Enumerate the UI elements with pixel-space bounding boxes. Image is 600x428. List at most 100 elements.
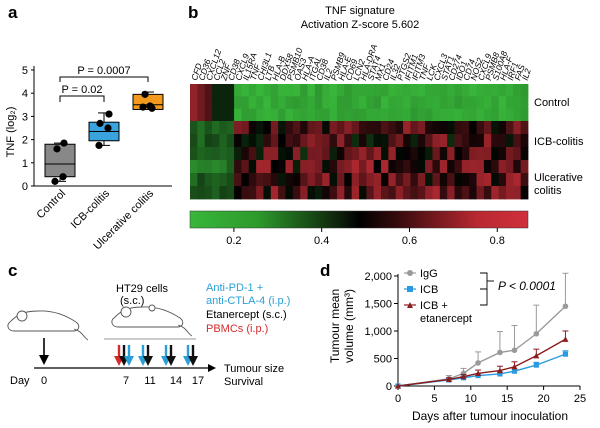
- heatmap-cell: [278, 173, 286, 187]
- heatmap-cell: [388, 186, 397, 200]
- heatmap-cell: [292, 147, 301, 161]
- heatmap-cell: [248, 147, 257, 161]
- heatmap-cell: [226, 134, 235, 148]
- panel-a-category: Control: [35, 188, 69, 222]
- heatmap-cell: [381, 186, 389, 200]
- heatmap-cell: [483, 186, 492, 200]
- heatmap-cell: [454, 108, 463, 122]
- heatmap-cell: [329, 121, 338, 135]
- panel-d-ytick-label: 2,000: [364, 271, 392, 283]
- heatmap-cell: [417, 186, 426, 200]
- heatmap-cell: [197, 108, 206, 122]
- heatmap-cell: [219, 84, 228, 97]
- heatmap-cell: [263, 160, 272, 174]
- heatmap-cell: [344, 147, 353, 161]
- heatmap-cell: [366, 147, 375, 161]
- panel-d-xtick-label: 15: [501, 393, 513, 405]
- heatmap-cell: [226, 96, 235, 110]
- heatmap-cell: [520, 134, 529, 148]
- heatmap-cell: [513, 121, 522, 135]
- heatmap-cell: [212, 147, 220, 161]
- mouse-label-line2: (s.c.): [120, 295, 144, 307]
- heatmap-cell: [285, 84, 294, 97]
- heatmap-cell: [190, 96, 198, 110]
- heatmap-cell: [234, 121, 242, 135]
- heatmap-cell: [241, 121, 250, 135]
- heatmap-cell: [513, 147, 522, 161]
- heatmap-cell: [395, 96, 404, 110]
- heatmap-cell: [483, 173, 492, 187]
- series-point-0: [497, 349, 503, 356]
- panel-d-letter: d: [320, 261, 330, 280]
- heatmap-cell: [270, 96, 279, 110]
- heatmap-cell: [336, 147, 345, 161]
- heatmap-cell: [285, 173, 294, 187]
- heatmap-cell: [204, 186, 213, 200]
- heatmap-cell: [388, 96, 397, 110]
- heatmap-cell: [505, 108, 514, 122]
- panel-a-yticks: 0 1 2 3 4 5: [22, 65, 34, 193]
- heatmap-cell: [359, 160, 367, 174]
- heatmap-cell: [336, 108, 345, 122]
- heatmap-cell: [381, 121, 389, 135]
- heatmap-cell: [270, 84, 279, 97]
- heatmap-cell: [263, 108, 272, 122]
- heatmap-cell: [329, 84, 338, 97]
- heatmap-cell: [403, 84, 411, 97]
- legend-icb-eta-marker: [407, 302, 413, 308]
- heatmap-cell: [278, 186, 286, 200]
- heatmap-cell: [248, 186, 257, 200]
- heatmap-cell: [454, 186, 463, 200]
- heatmap-cell: [447, 173, 455, 187]
- heatmap-cell: [381, 160, 389, 174]
- heatmap-cell: [447, 108, 455, 122]
- heatmap-cell: [483, 121, 492, 135]
- heatmap-cell: [513, 108, 522, 122]
- heatmap-gene-label: IL2: [321, 67, 334, 82]
- heatmap-cell: [263, 84, 272, 97]
- series-point-2: [511, 363, 518, 370]
- heatmap-cell: [190, 147, 198, 161]
- series-point-2: [475, 370, 482, 376]
- heatmap-cell: [314, 147, 323, 161]
- heatmap-cell: [359, 96, 367, 110]
- day0-arrow-head: [39, 355, 49, 365]
- heatmap-cell: [256, 121, 264, 135]
- panel-d-pvalue: P < 0.0001: [498, 279, 556, 293]
- heatmap-cell: [204, 134, 213, 148]
- heatmap-cell: [395, 84, 404, 97]
- heatmap-cell: [366, 186, 375, 200]
- heatmap-cell: [454, 173, 463, 187]
- heatmap-cell: [300, 160, 308, 174]
- heatmap-cell: [300, 84, 308, 97]
- series-point-0: [562, 303, 569, 310]
- heatmap-cell: [300, 121, 308, 135]
- heatmap-cell: [403, 160, 411, 174]
- box-point: [96, 119, 104, 127]
- heatmap-cell: [513, 84, 522, 97]
- heatmap-cell: [395, 108, 404, 122]
- heatmap-cell: [476, 84, 485, 97]
- heatmap-cell: [344, 134, 353, 148]
- heatmap-cell: [366, 96, 375, 110]
- heatmap-cell: [292, 134, 301, 148]
- heatmap-cell: [278, 147, 286, 161]
- heatmap-cell: [432, 108, 441, 122]
- heatmap-cell: [300, 173, 308, 187]
- heatmap-cell: [520, 108, 529, 122]
- heatmap-cell: [212, 173, 220, 187]
- panel-a-ytick-label: 0: [22, 181, 28, 193]
- heatmap-cell: [469, 108, 477, 122]
- heatmap-cell: [388, 84, 397, 97]
- heatmap-cell: [491, 84, 500, 97]
- heatmap-cell: [425, 160, 433, 174]
- heatmap-cell: [425, 96, 433, 110]
- heatmap-cell: [285, 186, 294, 200]
- heatmap-cell: [520, 186, 529, 200]
- heatmap-cell: [373, 160, 382, 174]
- colorbar: [189, 210, 529, 229]
- heatmap-cell: [307, 108, 316, 122]
- heatmap-cell: [219, 96, 228, 110]
- panel-a-category: ICB-colitis: [69, 187, 113, 231]
